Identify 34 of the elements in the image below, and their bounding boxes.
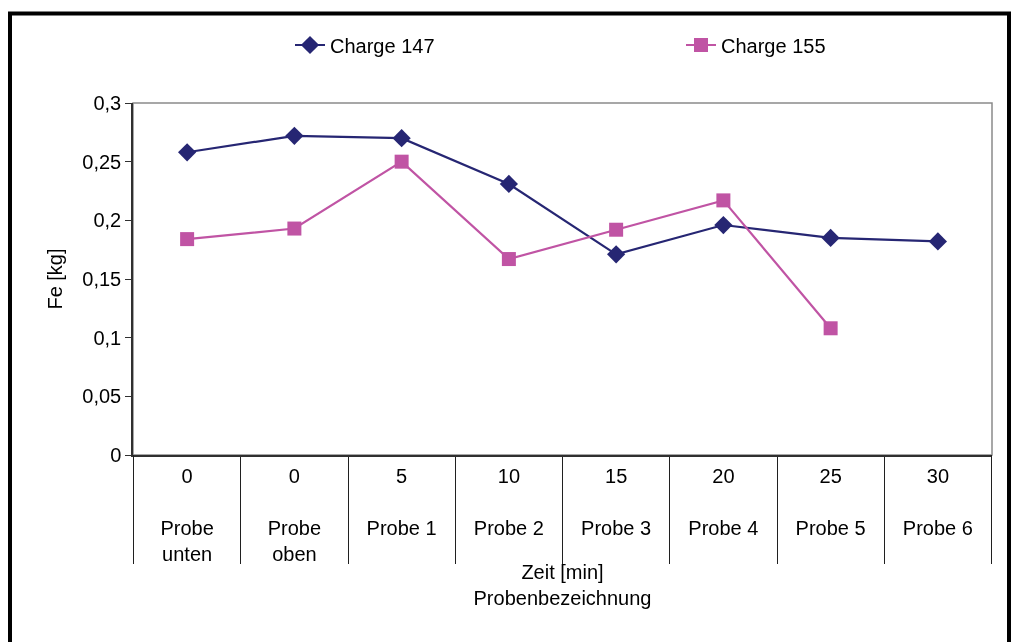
y-axis-title: Fe [kg]: [44, 248, 67, 310]
legend-label: Charge 155: [721, 34, 826, 57]
category-label: 0 Probe unten: [160, 464, 214, 565]
point: [287, 221, 302, 236]
category-label: 15 Probe 3: [581, 464, 652, 539]
category-label: 5 Probe 1: [366, 464, 437, 539]
x-axis-title: Zeit [min] Probenbezeichnung: [473, 560, 652, 609]
y-tick-label: 0,3: [93, 92, 122, 114]
point: [499, 174, 518, 194]
point: [392, 129, 411, 148]
y-tick-label: 0,1: [93, 326, 122, 349]
point: [607, 245, 626, 264]
point: [716, 193, 731, 208]
point: [285, 126, 304, 145]
point: [180, 232, 195, 247]
legend-label: Charge 147: [330, 34, 435, 57]
point: [394, 154, 409, 169]
category-label: 0 Probe oben: [267, 464, 322, 565]
y-tick-label: 0,05: [82, 385, 122, 408]
category-label: 25 Probe 5: [795, 464, 866, 539]
category-label: 10 Probe 2: [473, 464, 544, 539]
point: [928, 232, 947, 251]
point: [609, 222, 624, 237]
category-label: 20 Probe 4: [688, 464, 759, 539]
y-tick-label: 0,2: [93, 209, 122, 232]
y-tick-label: 0,25: [82, 150, 122, 173]
point: [501, 252, 516, 267]
y-tick-label: 0: [110, 444, 122, 466]
point: [823, 321, 838, 336]
category-label: 30 Probe 6: [902, 464, 973, 539]
point: [178, 143, 197, 162]
y-tick-label: 0,15: [82, 268, 122, 290]
point: [714, 215, 733, 235]
point: [821, 228, 840, 248]
